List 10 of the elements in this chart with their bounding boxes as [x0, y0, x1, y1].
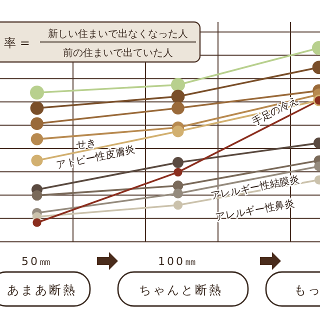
text: ちゃんと断熱 — [139, 283, 223, 297]
text: あまあ断熱 — [7, 283, 77, 297]
x-tick-label: 100㎜ — [158, 255, 198, 268]
chart-title: 率 = — [4, 36, 30, 50]
x-tick-label: 50㎜ — [22, 255, 52, 268]
text: もっ — [294, 283, 320, 297]
text: 手足の冷え — [250, 94, 300, 128]
series-label: せき — [76, 138, 97, 151]
annotation: 前の住まいで出ていた人 — [63, 47, 173, 59]
chart-subtitle: 新しい住まいで出なくなった人 — [48, 28, 188, 40]
